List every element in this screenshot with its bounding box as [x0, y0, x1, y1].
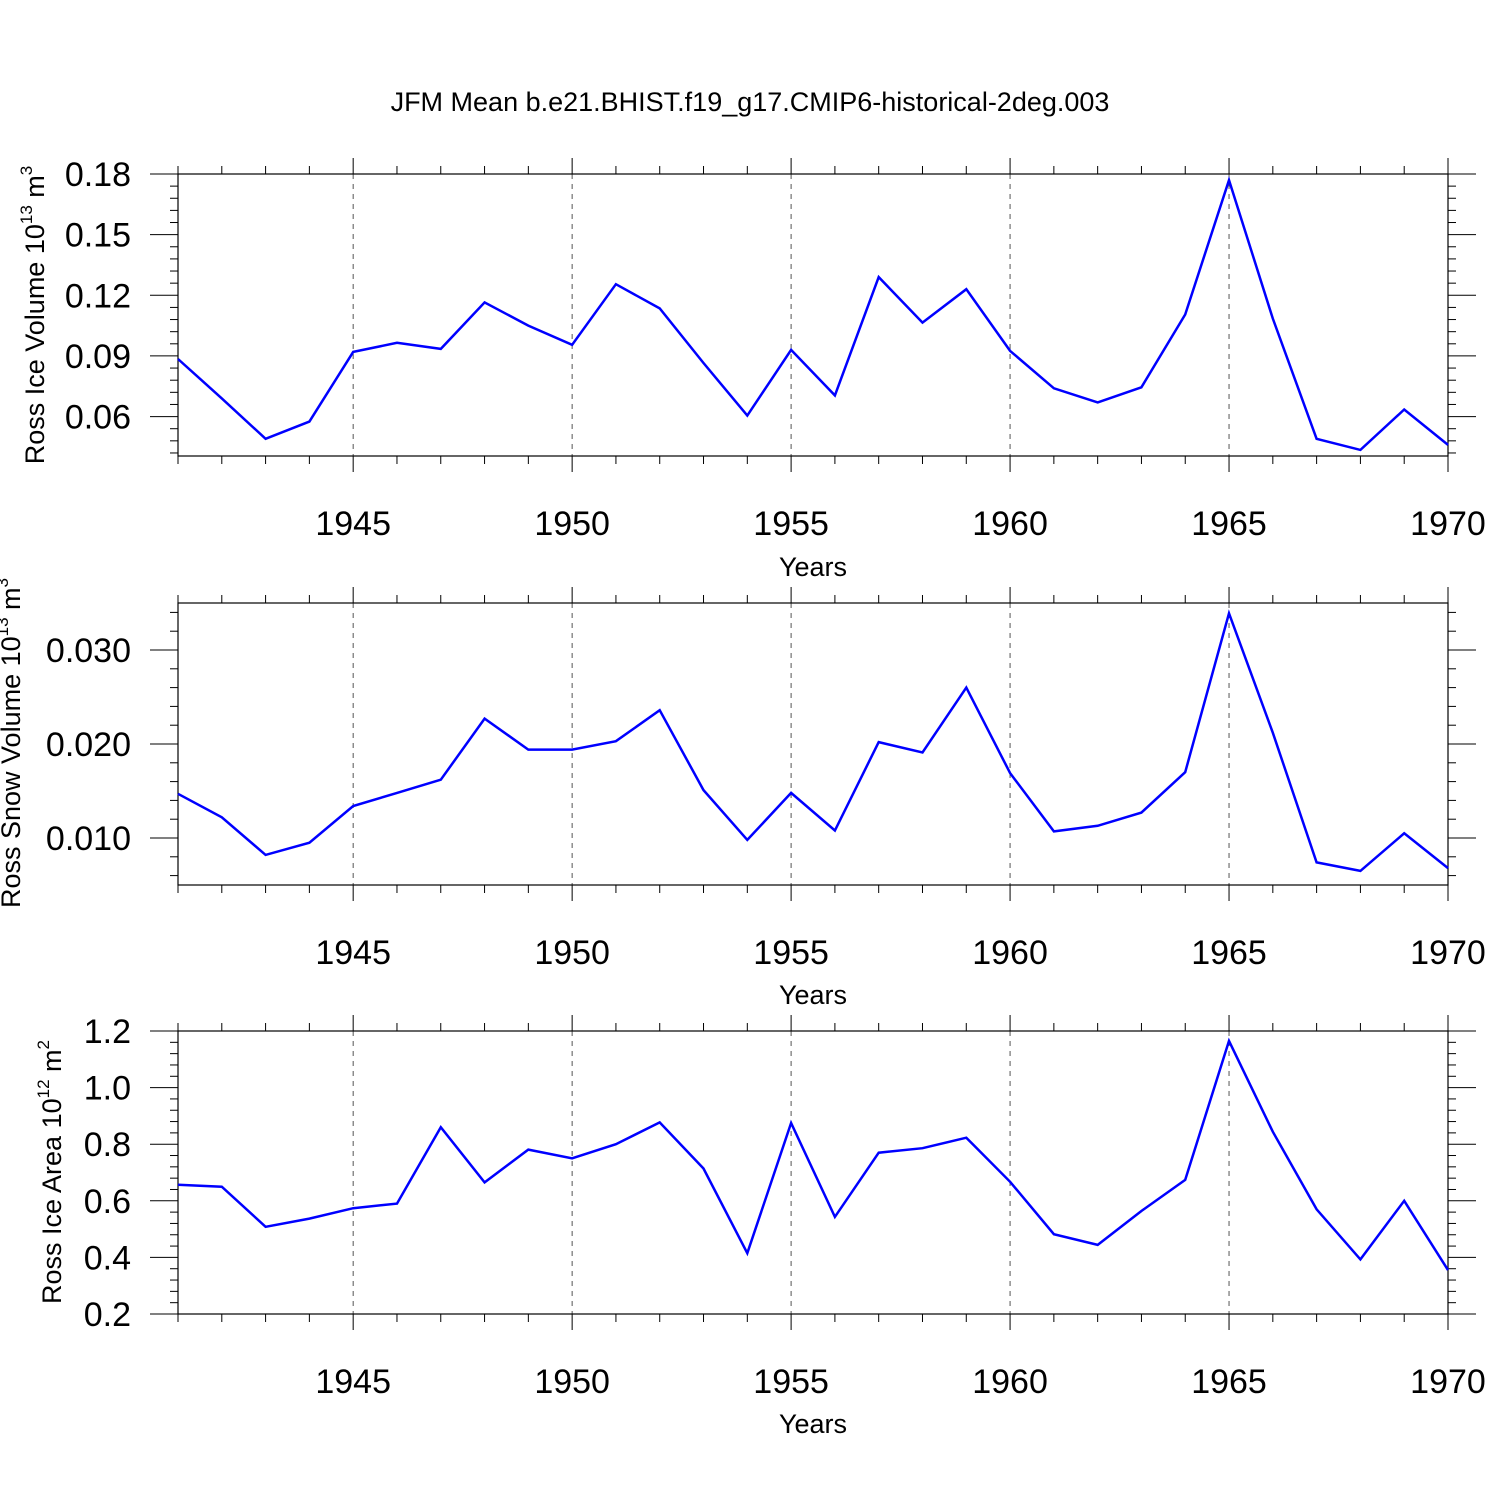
x-tick-label: 1965	[1191, 934, 1267, 972]
x-tick-label: 1955	[753, 934, 829, 972]
x-tick-label: 1960	[972, 1363, 1048, 1401]
x-axis-label: Years	[779, 552, 847, 582]
y-tick-label: 0.12	[65, 277, 131, 315]
plot-frame	[177, 173, 1449, 457]
x-tick-label: 1955	[753, 505, 829, 543]
y-tick-label: 0.2	[84, 1296, 131, 1334]
x-tick-label: 1965	[1191, 1363, 1267, 1401]
y-tick-label: 1.2	[84, 1013, 131, 1051]
x-tick-label: 1955	[753, 1363, 829, 1401]
y-tick-label: 0.15	[65, 217, 131, 255]
y-tick-label: 0.020	[46, 726, 131, 764]
y-axis-label-unit: m	[0, 587, 26, 617]
panel-ross-ice-volume: Ross Ice Volume 1013 m3 Years 1945 1950 19…	[17, 156, 1486, 582]
x-tick-label: 1945	[315, 1363, 391, 1401]
y-axis-label: Ross Snow Volume 1013 m3	[0, 578, 26, 908]
x-axis-label: Years	[779, 980, 847, 1010]
y-axis-label-unit-exponent: 3	[17, 166, 36, 175]
x-tick-label: 1960	[972, 505, 1048, 543]
x-tick-label: 1945	[315, 934, 391, 972]
series-line	[177, 1037, 1450, 1271]
x-tick-label: 1970	[1410, 1363, 1486, 1401]
y-tick-label: 0.4	[84, 1239, 131, 1277]
y-axis-label-main: Ross Ice Area 10	[37, 1098, 67, 1304]
figure-title: JFM Mean b.e21.BHIST.f19_g17.CMIP6-histo…	[391, 87, 1110, 117]
x-tick-label: 1970	[1410, 934, 1486, 972]
y-tick-label: 1.0	[84, 1070, 131, 1108]
y-tick-label: 0.8	[84, 1126, 131, 1164]
panel-ross-ice-area: Ross Ice Area 1012 m2 Years 1945 1950 1955…	[34, 1013, 1486, 1439]
y-tick-label: 0.06	[65, 399, 131, 437]
x-tick-label: 1950	[534, 505, 610, 543]
y-axis-label-main: Ross Ice Volume 10	[20, 224, 50, 464]
y-axis-label: Ross Ice Volume 1013 m3	[17, 166, 50, 465]
y-axis-label-unit-exponent: 3	[0, 578, 12, 587]
y-axis-label-unit: m	[20, 175, 50, 205]
y-tick-label: 0.09	[65, 338, 131, 376]
y-tick-label: 0.010	[46, 820, 131, 858]
y-axis-label-unit-exponent: 2	[34, 1040, 53, 1049]
series-line	[177, 609, 1449, 873]
y-axis-label: Ross Ice Area 1012 m2	[34, 1040, 67, 1304]
x-tick-label: 1945	[315, 505, 391, 543]
y-tick-label: 0.6	[84, 1183, 131, 1221]
plot-frame	[177, 1030, 1449, 1315]
y-axis-label-unit: m	[37, 1049, 67, 1079]
x-tick-label: 1965	[1191, 505, 1267, 543]
x-tick-label: 1950	[534, 934, 610, 972]
x-axis-label: Years	[779, 1409, 847, 1439]
y-axis-label-main: Ross Snow Volume 10	[0, 636, 26, 908]
y-tick-label: 0.18	[65, 156, 131, 194]
y-axis-label-exponent: 13	[0, 617, 12, 636]
x-tick-label: 1960	[972, 934, 1048, 972]
series-line	[177, 176, 1449, 452]
y-tick-label: 0.030	[46, 632, 131, 670]
y-axis-label-exponent: 13	[17, 205, 36, 224]
x-tick-label: 1950	[534, 1363, 610, 1401]
x-tick-label: 1970	[1410, 505, 1486, 543]
plot-frame	[177, 602, 1449, 886]
panel-ross-snow-volume: Ross Snow Volume 1013 m3 Years 1945 1950 1…	[0, 578, 1486, 1010]
y-axis-label-exponent: 12	[34, 1079, 53, 1098]
